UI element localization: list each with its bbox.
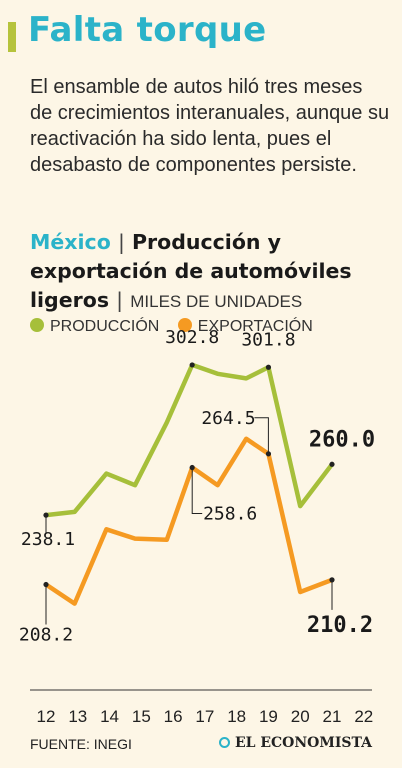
title-accent-bar	[8, 22, 16, 52]
subtitle-main: Producción y exportación de automóviles …	[30, 230, 352, 312]
data-label: 260.0	[309, 427, 375, 452]
legend-dot-production	[30, 318, 44, 332]
description-text: El ensamble de autos hiló tres meses de …	[30, 76, 390, 176]
legend-label-production: PRODUCCIÓN	[50, 318, 160, 335]
data-point	[43, 512, 49, 518]
data-point	[329, 577, 335, 583]
x-tick-label: 16	[164, 707, 183, 726]
annotation-leader	[191, 467, 203, 514]
data-label: 208.2	[19, 625, 73, 646]
chart-subtitle: México | Producción y exportación de aut…	[30, 228, 390, 316]
data-point	[189, 464, 195, 471]
subtitle-separator-2: |	[116, 288, 124, 312]
x-tick-label: 18	[227, 707, 246, 726]
x-tick-label: 20	[291, 707, 310, 726]
subtitle-units: MILES DE UNIDADES	[130, 292, 303, 311]
annotation-leader	[254, 417, 269, 454]
brand-mark-icon	[218, 737, 230, 748]
data-point	[329, 461, 335, 467]
brand-logo: EL ECONOMISTA	[218, 735, 372, 751]
data-label: 210.2	[307, 613, 373, 638]
x-tick-label: 19	[259, 707, 278, 726]
source-text: FUENTE: INEGI	[30, 736, 132, 752]
brand-name: EL ECONOMISTA	[234, 735, 372, 751]
infographic-frame	[4, 4, 396, 762]
x-tick-label: 15	[132, 707, 151, 726]
x-tick-label: 13	[68, 707, 87, 726]
data-point	[189, 362, 195, 368]
legend-dot-export	[177, 318, 192, 332]
data-point	[265, 364, 272, 370]
x-tick-label: 12	[37, 707, 56, 726]
x-tick-label: 21	[323, 707, 342, 726]
subtitle-country: México	[30, 230, 111, 254]
data-label: 264.5	[201, 408, 255, 429]
legend-item-production: PRODUCCIÓN	[30, 318, 159, 336]
data-label: 302.8	[165, 327, 219, 348]
x-tick-label: 22	[354, 707, 373, 726]
legend-item-export: EXPORTACIÓN	[177, 318, 313, 336]
chart-legend: PRODUCCIÓN EXPORTACIÓN	[30, 318, 327, 340]
data-point	[265, 451, 272, 457]
data-label: 301.8	[241, 329, 295, 350]
series-line-production	[43, 362, 335, 518]
legend-label-export: EXPORTACIÓN	[197, 318, 313, 335]
x-tick-label: 14	[100, 707, 119, 726]
x-tick-label: 17	[195, 707, 214, 726]
data-label: 238.1	[21, 529, 75, 550]
data-label: 258.6	[203, 504, 257, 525]
data-point	[43, 581, 49, 588]
subtitle-separator: |	[117, 230, 125, 254]
page-title: Falta torque	[28, 10, 267, 50]
